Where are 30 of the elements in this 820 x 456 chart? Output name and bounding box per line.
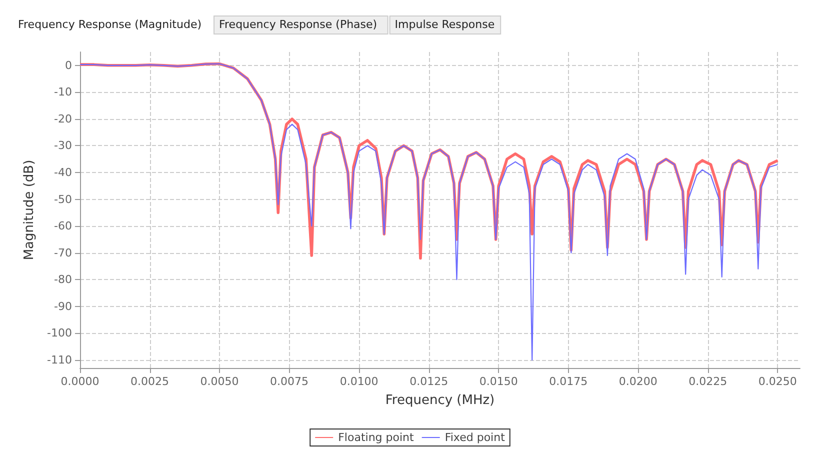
y-tick-label: 0	[65, 58, 72, 72]
text: Impulse Response	[394, 18, 495, 31]
x-tick-label: 0.0100	[340, 375, 378, 388]
x-tick-label: 0.0125	[410, 375, 448, 388]
legend-label: Floating point	[338, 431, 415, 444]
y-tick-label: -20	[54, 112, 72, 126]
y-tick-label: -40	[54, 166, 72, 180]
chart-title: Frequency Response (Magnitude)	[18, 18, 202, 31]
y-tick-label: -10	[54, 86, 72, 99]
text: Frequency Response (Phase)	[219, 18, 378, 31]
y-tick-label: -30	[54, 139, 72, 152]
x-tick-label: 0.0050	[200, 375, 239, 388]
x-tick-label: 0.0225	[688, 375, 728, 388]
x-tick-label: 0.0150	[479, 375, 518, 388]
x-tick-label: 0.0175	[549, 375, 588, 388]
y-tick-label: -80	[54, 273, 72, 286]
y-tick-label: -90	[54, 300, 72, 313]
y-tick-label: -110	[47, 353, 72, 366]
x-tick-label: 0.0075	[270, 375, 309, 388]
x-tick-label: 0.0200	[618, 375, 658, 388]
x-tick-label: 0.0000	[60, 375, 100, 388]
x-axis-title: Frequency (MHz)	[385, 393, 495, 408]
y-axis-title: Magnitude (dB)	[22, 160, 38, 260]
y-tick-label: -60	[54, 220, 72, 233]
y-tick-label: -50	[54, 192, 72, 206]
y-tick-label: -70	[54, 246, 72, 260]
x-tick-label: 0.0250	[758, 375, 797, 388]
y-tick-label: -100	[47, 326, 72, 340]
legend-label: Fixed point	[444, 431, 506, 444]
x-tick-label: 0.0025	[130, 375, 170, 388]
